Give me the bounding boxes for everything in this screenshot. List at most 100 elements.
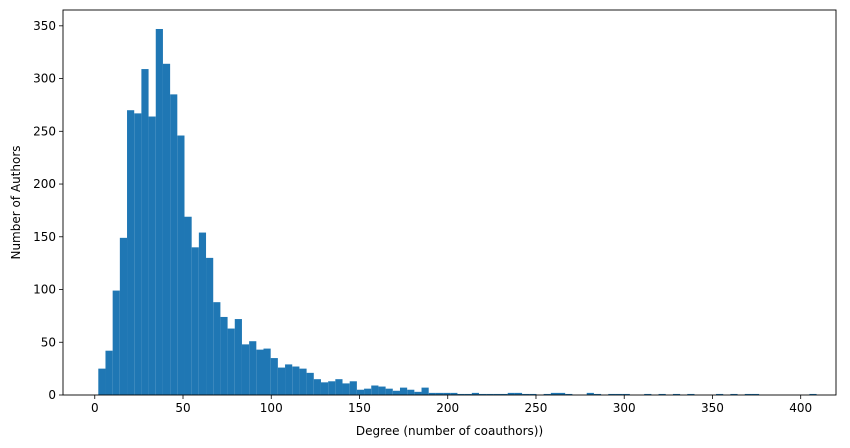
histogram-bar: [198, 232, 207, 395]
histogram-bar: [751, 393, 760, 395]
histogram-bar: [320, 382, 329, 395]
histogram-bar: [292, 366, 300, 395]
histogram-bar: [522, 393, 530, 395]
histogram-bar: [407, 389, 415, 395]
x-tick-label: 100: [260, 401, 283, 415]
histogram-bar: [371, 385, 379, 395]
x-axis-ticks: 0 50 100 150 200 250 300 350 400: [91, 395, 812, 415]
histogram-bar: [385, 388, 393, 395]
x-tick-label: 400: [789, 401, 812, 415]
histogram-bar: [184, 216, 192, 395]
histogram-bar: [148, 116, 156, 395]
histogram-bar: [249, 341, 257, 395]
histogram-bar: [277, 367, 286, 395]
plot-frame: [62, 9, 837, 396]
histogram-bar: [507, 392, 515, 395]
histogram-bar: [622, 393, 630, 395]
x-tick-label: 300: [613, 401, 636, 415]
histogram-bar: [414, 391, 422, 395]
y-tick-label: 350: [33, 19, 56, 33]
histogram-bar: [500, 393, 508, 395]
histogram-bar: [98, 368, 106, 395]
histogram-bar: [285, 364, 293, 395]
histogram-bar: [443, 392, 451, 395]
histogram-bar: [162, 63, 171, 395]
histogram-bar: [328, 381, 336, 395]
y-axis-ticks: 0 50 100 150 200 250 300 350: [33, 19, 63, 402]
y-tick-label: 300: [33, 72, 56, 86]
histogram-bar: [155, 28, 163, 396]
x-tick-label: 50: [175, 401, 190, 415]
histogram-bar: [206, 257, 214, 395]
histogram-bar: [392, 390, 400, 395]
histogram-bar: [399, 387, 408, 395]
histogram-bar: [644, 393, 652, 395]
histogram-bar: [615, 393, 623, 395]
histogram-bar: [687, 393, 695, 395]
histogram-bar: [313, 379, 321, 395]
histogram-bar: [356, 389, 365, 395]
y-axis-label: Number of Authors: [9, 145, 23, 259]
y-tick-label: 200: [33, 177, 56, 191]
histogram-bar: [593, 393, 602, 395]
histogram-bar: [478, 393, 487, 395]
histogram-bar: [471, 392, 479, 395]
histogram-bar: [378, 386, 386, 395]
histogram-bar: [141, 69, 149, 395]
histogram-bar: [112, 290, 120, 395]
histogram-bar: [744, 393, 752, 395]
histogram-bar: [213, 302, 221, 395]
histogram-bar: [170, 94, 178, 395]
histogram-bar: [514, 392, 523, 395]
histogram-bar: [486, 393, 494, 395]
histogram-bar: [586, 392, 594, 395]
x-tick-label: 150: [348, 401, 371, 415]
x-tick-label: 200: [436, 401, 459, 415]
y-tick-label: 100: [33, 283, 56, 297]
histogram-bar: [529, 393, 537, 395]
histogram-bar: [306, 372, 314, 395]
histogram-bar: [672, 393, 681, 395]
x-tick-label: 0: [91, 401, 99, 415]
histogram-bar: [450, 392, 458, 395]
histogram-bar: [809, 393, 817, 395]
histogram-bar: [349, 381, 357, 395]
histogram-bar: [558, 392, 566, 395]
histogram-bar: [565, 393, 573, 395]
histogram-bar: [457, 393, 465, 395]
histogram-bar: [263, 348, 271, 395]
histogram-bar: [127, 110, 135, 396]
histogram-bar: [335, 379, 343, 395]
histogram-bar: [191, 247, 199, 395]
histogram-bar: [256, 349, 264, 395]
y-tick-label: 250: [33, 124, 56, 138]
x-tick-label: 250: [525, 401, 548, 415]
histogram-bar: [608, 393, 616, 395]
histogram-bar: [105, 350, 113, 395]
histogram-bar: [428, 392, 436, 395]
histogram-bar: [227, 328, 235, 395]
x-axis-label: Degree (number of coauthors)): [356, 424, 543, 438]
y-tick-label: 150: [33, 230, 56, 244]
histogram-bar: [177, 135, 185, 395]
histogram-bar: [270, 358, 278, 395]
histogram-bar: [364, 388, 372, 395]
y-tick-label: 50: [41, 335, 56, 349]
histogram-bars: [98, 28, 817, 396]
histogram-bar: [493, 393, 501, 395]
histogram-bar: [550, 392, 558, 395]
histogram-bar: [342, 383, 350, 395]
histogram-bar: [716, 393, 724, 395]
histogram-bar: [658, 393, 666, 395]
histogram-bar: [119, 237, 128, 395]
histogram-bar: [241, 344, 250, 395]
histogram-bar: [134, 113, 142, 396]
x-tick-label: 350: [701, 401, 724, 415]
y-tick-label: 0: [48, 388, 56, 402]
histogram-bar: [220, 316, 228, 395]
histogram-bar: [464, 393, 472, 395]
histogram-bar: [730, 393, 738, 395]
histogram-bar: [421, 387, 429, 395]
histogram-bar: [299, 368, 307, 395]
